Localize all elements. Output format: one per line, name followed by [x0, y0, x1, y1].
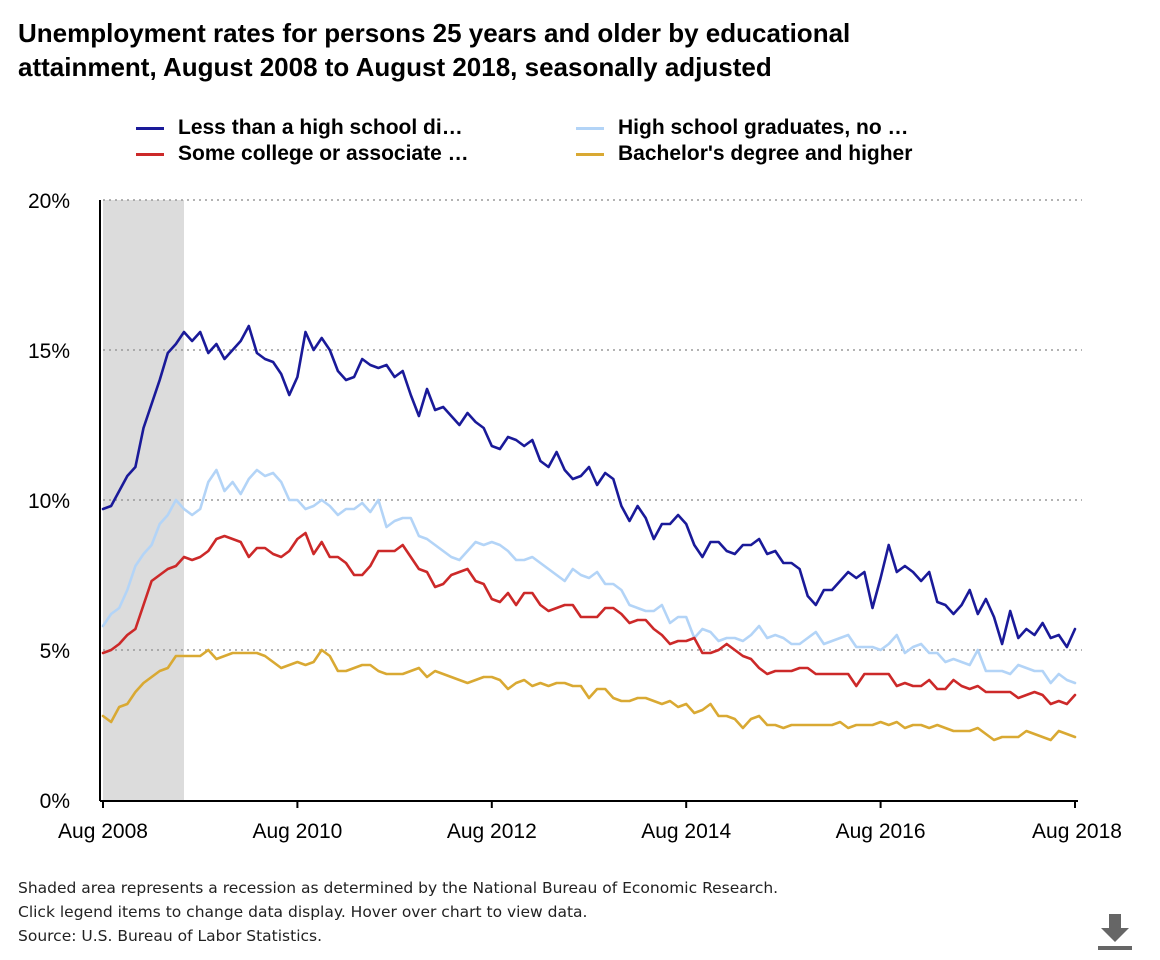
y-tick-label: 5%	[40, 640, 70, 663]
y-tick-label: 0%	[40, 790, 70, 813]
legend-item-less-than-high-school[interactable]: Less than a high school di…	[136, 114, 463, 142]
line-chart[interactable]: 0% 5% 10% 15% 20% Aug 2008 Aug 2010 Aug 2012 Aug…	[0, 180, 1160, 860]
y-tick-label: 10%	[28, 490, 70, 513]
y-tick-label: 15%	[28, 340, 70, 363]
note-recession: Shaded area represents a recession as de…	[18, 879, 779, 897]
chart-title-line-2: attainment, August 2008 to August 2018, …	[18, 52, 772, 82]
legend-label-some-college: Some college or associate …	[178, 142, 469, 165]
legend-item-high-school-graduates[interactable]: High school graduates, no …	[576, 114, 909, 142]
legend: Less than a high school di… High school …	[136, 114, 1036, 174]
chart-title-line-1: Unemployment rates for persons 25 years …	[18, 18, 851, 48]
legend-swatch-some-college	[136, 152, 164, 156]
x-tick-label: Aug 2014	[641, 820, 731, 843]
chart-title: Unemployment rates for persons 25 years …	[18, 16, 1118, 84]
legend-label-less-than-high-school: Less than a high school di…	[178, 116, 463, 139]
note-source: Source: U.S. Bureau of Labor Statistics.	[18, 927, 323, 945]
legend-item-some-college[interactable]: Some college or associate …	[136, 140, 469, 168]
legend-label-bachelors-degree: Bachelor's degree and higher	[618, 142, 913, 165]
legend-label-high-school-graduates: High school graduates, no …	[618, 116, 909, 139]
series-line-1[interactable]	[101, 468, 1077, 685]
chart-notes: Shaded area represents a recession as de…	[18, 876, 778, 948]
x-tick-label: Aug 2012	[447, 820, 537, 843]
series-line-3[interactable]	[101, 648, 1077, 742]
y-tick-label: 20%	[28, 190, 70, 213]
download-icon[interactable]	[1094, 910, 1136, 952]
x-tick-label: Aug 2008	[58, 820, 148, 843]
legend-swatch-high-school-graduates	[576, 126, 604, 130]
legend-item-bachelors-degree[interactable]: Bachelor's degree and higher	[576, 140, 912, 168]
x-tick-label: Aug 2016	[836, 820, 926, 843]
legend-swatch-less-than-high-school	[136, 126, 164, 130]
x-tick-label: Aug 2018	[1032, 820, 1122, 843]
x-tick-label: Aug 2010	[252, 820, 342, 843]
note-instructions: Click legend items to change data displa…	[18, 903, 588, 921]
series-line-0[interactable]	[101, 324, 1077, 649]
legend-swatch-bachelors-degree	[576, 152, 604, 156]
series-line-2[interactable]	[101, 531, 1077, 706]
